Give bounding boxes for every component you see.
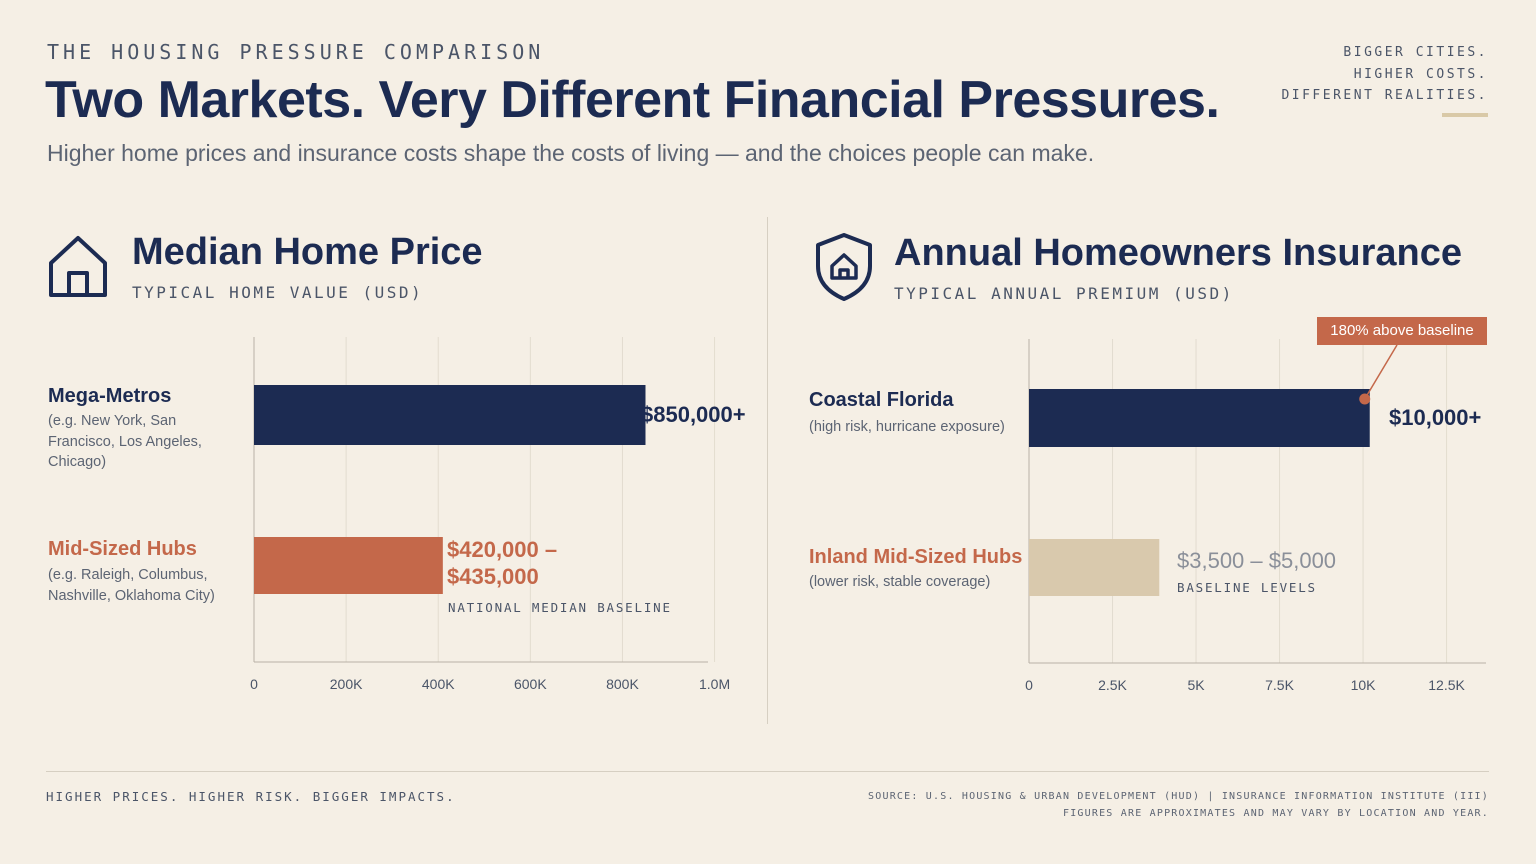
bar-coastal-florida <box>1029 389 1370 447</box>
panel-divider <box>767 217 768 724</box>
category-label-coastal-florida: Coastal Florida <box>809 389 954 411</box>
eyebrow-text: THE HOUSING PRESSURE COMPARISON <box>47 40 545 64</box>
footer-rule <box>46 771 1489 772</box>
value-label-inland-hubs: $3,500 – $5,000 <box>1177 548 1337 573</box>
category-label-mega-metros: Mega-Metros <box>48 385 172 407</box>
source-line: SOURCE: U.S. HOUSING & URBAN DEVELOPMENT… <box>868 791 1489 802</box>
national-median-baseline-note: NATIONAL MEDIAN BASELINE <box>448 600 672 615</box>
tagline-line: BIGGER CITIES. <box>1343 45 1488 60</box>
x-tick-label: 200K <box>330 676 363 692</box>
page-subtitle: Higher home prices and insurance costs s… <box>47 140 1095 166</box>
page-title: Two Markets. Very Different Financial Pr… <box>45 71 1220 129</box>
home-panel-title: Median Home Price <box>132 231 483 273</box>
footer-source: SOURCE: U.S. HOUSING & URBAN DEVELOPMENT… <box>868 788 1489 822</box>
callout-leader-line <box>1364 344 1398 400</box>
x-tick-label: 0 <box>250 676 258 692</box>
bar-inland-mid-sized-hubs <box>1029 539 1160 596</box>
source-line: FIGURES ARE APPROXIMATES AND MAY VARY BY… <box>1062 808 1489 819</box>
x-tick-label: 600K <box>514 676 547 692</box>
footer-slogan: HIGHER PRICES. HIGHER RISK. BIGGER IMPAC… <box>46 789 456 804</box>
tagline-accent-rule <box>1442 113 1488 117</box>
callout-marker-dot <box>1359 393 1371 405</box>
category-label-mid-sized-hubs: Mid-Sized Hubs <box>48 538 197 560</box>
category-desc-mega-metros: (e.g. New York, San Francisco, Los Angel… <box>48 413 202 470</box>
value-label-mid-sized-hubs: $420,000 – $435,000 <box>447 537 558 589</box>
category-desc-inland-hubs: (lower risk, stable coverage) <box>809 574 991 590</box>
category-label-inland-hubs: Inland Mid-Sized Hubs <box>809 546 1023 568</box>
house-icon <box>47 233 109 304</box>
x-tick-label: 7.5K <box>1265 677 1294 693</box>
insurance-bar-chart: 0 2.5K 5K 7.5K 10K 12.5K <box>1025 339 1486 693</box>
tagline-line: DIFFERENT REALITIES. <box>1281 88 1488 103</box>
x-tick-label: 0 <box>1025 677 1033 693</box>
x-tick-label: 5K <box>1187 677 1205 693</box>
shield-house-icon <box>814 232 874 307</box>
bar-mega-metros <box>254 385 646 445</box>
home-panel-subtitle: TYPICAL HOME VALUE (USD) <box>132 283 424 302</box>
bar-mid-sized-hubs <box>254 537 443 594</box>
x-tick-label: 2.5K <box>1098 677 1127 693</box>
value-label-mega-metros: $850,000+ <box>641 402 746 427</box>
x-tick-label: 12.5K <box>1428 677 1465 693</box>
tagline: BIGGER CITIES. HIGHER COSTS. DIFFERENT R… <box>1281 42 1488 107</box>
callout-badge: 180% above baseline <box>1317 317 1487 345</box>
x-tick-label: 800K <box>606 676 639 692</box>
value-label-coastal-florida: $10,000+ <box>1389 405 1482 430</box>
category-desc-coastal-florida: (high risk, hurricane exposure) <box>809 419 1005 435</box>
x-tick-label: 1.0M <box>699 676 730 692</box>
insurance-panel-subtitle: TYPICAL ANNUAL PREMIUM (USD) <box>894 284 1234 303</box>
home-price-bar-chart: 0 200K 400K 600K 800K 1.0M <box>250 337 730 692</box>
x-tick-label: 400K <box>422 676 455 692</box>
category-desc-mid-sized-hubs: (e.g. Raleigh, Columbus, Nashville, Okla… <box>48 567 215 604</box>
tagline-line: HIGHER COSTS. <box>1353 66 1488 82</box>
baseline-levels-note: BASELINE LEVELS <box>1177 580 1317 595</box>
insurance-panel-title: Annual Homeowners Insurance <box>894 232 1463 274</box>
x-tick-label: 10K <box>1351 677 1377 693</box>
